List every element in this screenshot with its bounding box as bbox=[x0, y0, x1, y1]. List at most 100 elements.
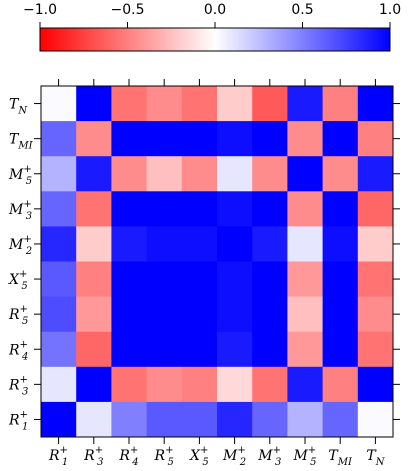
heatmap-cell bbox=[252, 366, 288, 403]
heatmap-cell bbox=[217, 296, 253, 333]
heatmap-cell bbox=[41, 156, 77, 192]
heatmap-cell bbox=[181, 401, 218, 438]
heatmap-cell bbox=[322, 156, 359, 192]
heatmap-cell bbox=[76, 331, 112, 368]
heatmap-cell bbox=[287, 86, 323, 122]
heatmap-cell bbox=[146, 401, 183, 438]
heatmap-cell bbox=[181, 226, 218, 262]
colorbar-tick-label: 0.5 bbox=[291, 2, 313, 18]
heatmap-cell bbox=[76, 191, 112, 227]
heatmap-cell bbox=[76, 261, 112, 297]
heatmap-cell bbox=[111, 191, 147, 227]
heatmap-cell bbox=[217, 366, 253, 403]
x-tick-label: TMI bbox=[328, 448, 353, 468]
heatmap-cell bbox=[76, 401, 112, 438]
heatmap-cell bbox=[322, 191, 359, 227]
heatmap-cell bbox=[146, 296, 183, 333]
heatmap-cell bbox=[41, 226, 77, 262]
heatmap-cell bbox=[181, 296, 218, 333]
heatmap-cell bbox=[181, 261, 218, 297]
heatmap-cell bbox=[322, 86, 359, 122]
heatmap-cell bbox=[287, 156, 323, 192]
heatmap-cell bbox=[41, 296, 77, 333]
heatmap-cell bbox=[217, 86, 253, 122]
y-tick-label: R+ 1 bbox=[8, 409, 28, 432]
heatmap-cell bbox=[357, 121, 394, 157]
y-tick-label: R+ 5 bbox=[8, 304, 28, 327]
heatmap-cell bbox=[76, 86, 112, 122]
heatmap-cell bbox=[111, 296, 147, 333]
colorbar-tick-label: 0.0 bbox=[204, 2, 226, 18]
heatmap-cell bbox=[322, 226, 359, 262]
heatmap-cell bbox=[287, 296, 323, 333]
heatmap-cell bbox=[217, 191, 253, 227]
heatmap-cell bbox=[252, 156, 288, 192]
heatmap-cell bbox=[322, 296, 359, 333]
heatmap-cell bbox=[76, 366, 112, 403]
heatmap-cell bbox=[76, 156, 112, 192]
heatmap-cell bbox=[146, 261, 183, 297]
colorbar-tick-label: 1.0 bbox=[379, 2, 401, 18]
heatmap-cell bbox=[322, 401, 359, 438]
heatmap-cell bbox=[181, 366, 218, 403]
heatmap-cell bbox=[217, 401, 253, 438]
heatmap-cell bbox=[357, 331, 394, 368]
heatmap-cell bbox=[287, 366, 323, 403]
colorbar-gradient bbox=[39, 27, 391, 52]
y-tick-label: TMI bbox=[9, 132, 34, 152]
heatmap-cell bbox=[146, 191, 183, 227]
heatmap-cell bbox=[111, 156, 147, 192]
x-tick-label: M+ 3 bbox=[257, 445, 281, 468]
heatmap-cell bbox=[181, 191, 218, 227]
heatmap-cell bbox=[181, 331, 218, 368]
heatmap-cell bbox=[357, 226, 394, 262]
x-tick-label: TN bbox=[366, 448, 385, 468]
heatmap-cell bbox=[322, 331, 359, 368]
x-tick-label: R+ 5 bbox=[154, 445, 174, 468]
heatmap-cell bbox=[41, 331, 77, 368]
y-tick-label: R+ 4 bbox=[8, 339, 28, 362]
heatmap-cell bbox=[217, 331, 253, 368]
y-tick-label: X+ 5 bbox=[8, 269, 28, 292]
heatmap-cell bbox=[41, 86, 77, 122]
heatmap-cell bbox=[252, 261, 288, 297]
heatmap-cell bbox=[111, 261, 147, 297]
y-tick-label: M+ 3 bbox=[8, 199, 32, 222]
heatmap-cell bbox=[146, 226, 183, 262]
x-tick-label: R+ 4 bbox=[118, 445, 138, 468]
heatmap-cell bbox=[41, 366, 77, 403]
colorbar: −1.0 −0.5 0.0 0.5 1.0 bbox=[23, 2, 401, 52]
heatmap-cell bbox=[111, 121, 147, 157]
x-tick-label: X+ 5 bbox=[189, 445, 209, 468]
heatmap-cell bbox=[357, 156, 394, 192]
heatmap-cell bbox=[357, 401, 394, 438]
heatmap-cell bbox=[287, 121, 323, 157]
heatmap-cell bbox=[146, 121, 183, 157]
heatmap-cell bbox=[287, 261, 323, 297]
heatmap-cell bbox=[252, 226, 288, 262]
heatmap-cell bbox=[41, 401, 77, 438]
heatmap-cell bbox=[357, 296, 394, 333]
x-tick-label: R+ 1 bbox=[48, 445, 68, 468]
heatmap-cell bbox=[322, 261, 359, 297]
heatmap-cell bbox=[357, 191, 394, 227]
heatmap-cell bbox=[41, 191, 77, 227]
heatmap-cell bbox=[357, 261, 394, 297]
heatmap-frame bbox=[40, 85, 394, 438]
heatmap-cell bbox=[76, 296, 112, 333]
heatmap-cell bbox=[41, 121, 77, 157]
heatmap-cell bbox=[252, 401, 288, 438]
heatmap-cell bbox=[217, 226, 253, 262]
heatmap-cell bbox=[287, 401, 323, 438]
heatmap-cell bbox=[217, 261, 253, 297]
y-tick-label: M+ 2 bbox=[8, 234, 32, 257]
y-tick-label: R+ 3 bbox=[8, 374, 28, 397]
colorbar-tick-label: −0.5 bbox=[111, 2, 145, 18]
heatmap-cell bbox=[357, 366, 394, 403]
heatmap-cell bbox=[181, 121, 218, 157]
heatmap-matrix bbox=[40, 85, 394, 438]
heatmap-cell bbox=[252, 121, 288, 157]
heatmap-cell bbox=[287, 226, 323, 262]
heatmap-cell bbox=[217, 121, 253, 157]
